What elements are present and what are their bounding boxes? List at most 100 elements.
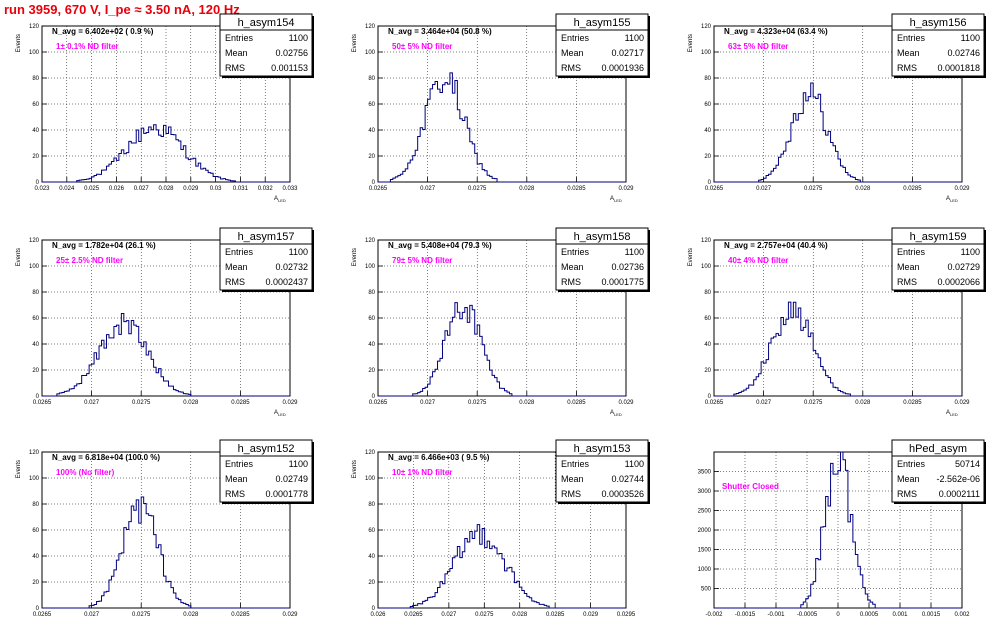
stats-box <box>555 13 649 77</box>
y-tick-label: 80 <box>32 502 39 508</box>
y-tick-label: 100 <box>365 50 376 56</box>
x-axis-title-sub: LED <box>950 198 958 203</box>
stats-value: 0.0001818 <box>937 63 980 73</box>
y-tick-label: 40 <box>704 342 711 348</box>
stats-box <box>219 13 313 77</box>
stats-label: Mean <box>225 474 248 484</box>
y-tick-label: 500 <box>701 587 712 593</box>
x-tick-label: 0.0285 <box>546 612 565 618</box>
x-tick-label: 0.0285 <box>231 400 250 406</box>
histogram-title: h_asym152 <box>238 443 295 455</box>
y-axis-title: Events <box>16 460 22 478</box>
y-tick-label: 80 <box>704 290 711 296</box>
x-tick-label: 0.025 <box>84 186 100 192</box>
n-avg-label: N_avg = 6.466e+03 ( 9.5 %) <box>388 453 490 462</box>
y-tick-label: 20 <box>32 368 39 374</box>
y-tick-label: 3500 <box>698 470 712 476</box>
x-axis-title-sub: LED <box>950 412 958 417</box>
y-tick-label: 80 <box>32 76 39 82</box>
stats-value: 0.02736 <box>611 262 644 272</box>
x-tick-label: 0.027 <box>420 186 436 192</box>
y-tick-label: 80 <box>368 76 375 82</box>
stats-value: 0.0001936 <box>601 63 644 73</box>
x-tick-label: 0.028 <box>512 612 528 618</box>
n-avg-label: N_avg = 6.402e+02 ( 0.9 %) <box>52 27 154 36</box>
y-tick-label: 0 <box>372 180 376 186</box>
histogram-panel-h_asym159: 0.0265 0.027 0.0275 0.028 0.0285 0.029 0 20 40 60… <box>688 227 986 417</box>
x-tick-label: 0.0275 <box>132 400 151 406</box>
stats-value: 0.02756 <box>275 48 308 58</box>
stats-value: 1100 <box>625 459 644 469</box>
histogram-panel-h_asym154: 0.023 0.024 0.025 0.026 0.027 0.028 0.029 0.03 0… <box>16 13 314 203</box>
y-tick-label: 20 <box>704 368 711 374</box>
stats-label: RMS <box>561 489 581 499</box>
x-tick-label: 0.029 <box>618 186 634 192</box>
x-tick-label: 0.0265 <box>705 186 724 192</box>
filter-label: 1± 0.1% ND filter <box>56 42 119 51</box>
stats-box <box>219 439 313 503</box>
y-tick-label: 120 <box>29 450 40 456</box>
stats-label: Mean <box>225 48 248 58</box>
y-tick-label: 100 <box>29 264 40 270</box>
y-tick-label: 40 <box>32 342 39 348</box>
stats-value: 0.0002111 <box>939 489 980 499</box>
histogram-series <box>378 524 626 609</box>
stats-label: RMS <box>225 63 245 73</box>
x-axis-title: A <box>274 196 278 202</box>
stats-label: Entries <box>225 33 254 43</box>
stats-value: 0.0001778 <box>265 489 308 499</box>
y-tick-label: 20 <box>32 580 39 586</box>
x-axis-title-sub: LED <box>614 198 622 203</box>
y-tick-label: 80 <box>704 76 711 82</box>
x-axis-title-sub: LED <box>614 412 622 417</box>
filter-label: 50± 5% ND filter <box>392 42 452 51</box>
y-tick-label: 1000 <box>698 567 712 573</box>
stats-label: Mean <box>897 474 920 484</box>
stats-label: RMS <box>561 277 581 287</box>
histogram-title: h_asym158 <box>574 231 631 243</box>
histogram-series <box>42 313 290 397</box>
filter-label: 63± 5% ND filter <box>728 42 788 51</box>
y-tick-label: 0 <box>708 394 712 400</box>
y-tick-label: 0 <box>36 394 40 400</box>
y-axis-title: Events <box>16 248 22 266</box>
y-tick-label: 2000 <box>698 528 712 534</box>
x-tick-label: 0.03 <box>210 186 222 192</box>
stats-label: Entries <box>897 459 926 469</box>
y-tick-label: 3000 <box>698 489 712 495</box>
stats-box <box>219 227 313 291</box>
y-tick-label: 120 <box>29 24 40 30</box>
x-tick-label: 0.028 <box>519 186 535 192</box>
y-tick-label: 40 <box>368 342 375 348</box>
x-tick-label: 0.0285 <box>567 186 586 192</box>
stats-box <box>555 439 649 503</box>
x-tick-label: 0.029 <box>282 400 298 406</box>
x-tick-label: 0.028 <box>855 186 871 192</box>
filter-label: 100% (No filter) <box>56 468 115 477</box>
stats-value: 1100 <box>289 33 308 43</box>
histogram-series <box>378 72 626 183</box>
stats-label: RMS <box>225 489 245 499</box>
stats-value: 1100 <box>961 33 980 43</box>
filter-label: 25± 2.5% ND filter <box>56 256 123 265</box>
y-axis-title: Events <box>352 34 358 52</box>
x-tick-label: 0.0275 <box>804 400 823 406</box>
histogram-series <box>714 451 962 609</box>
x-tick-label: 0.0015 <box>922 612 941 618</box>
stats-label: Entries <box>561 247 590 257</box>
x-tick-label: 0.029 <box>618 400 634 406</box>
y-tick-label: 100 <box>365 476 376 482</box>
x-tick-label: 0.027 <box>84 400 100 406</box>
x-tick-label: 0.027 <box>756 400 772 406</box>
stats-box <box>555 227 649 291</box>
x-tick-label: 0.0275 <box>475 612 494 618</box>
n-avg-label: N_avg = 5.408e+04 (79.3 %) <box>388 241 492 250</box>
x-tick-label: 0.0265 <box>705 400 724 406</box>
y-tick-label: 60 <box>368 316 375 322</box>
y-tick-label: 40 <box>704 128 711 134</box>
stats-label: RMS <box>225 277 245 287</box>
n-avg-label: N_avg = 6.818e+04 (100.0 %) <box>52 453 160 462</box>
x-tick-label: -0.002 <box>705 612 723 618</box>
stats-value: 50714 <box>955 459 980 469</box>
y-tick-label: 60 <box>704 102 711 108</box>
